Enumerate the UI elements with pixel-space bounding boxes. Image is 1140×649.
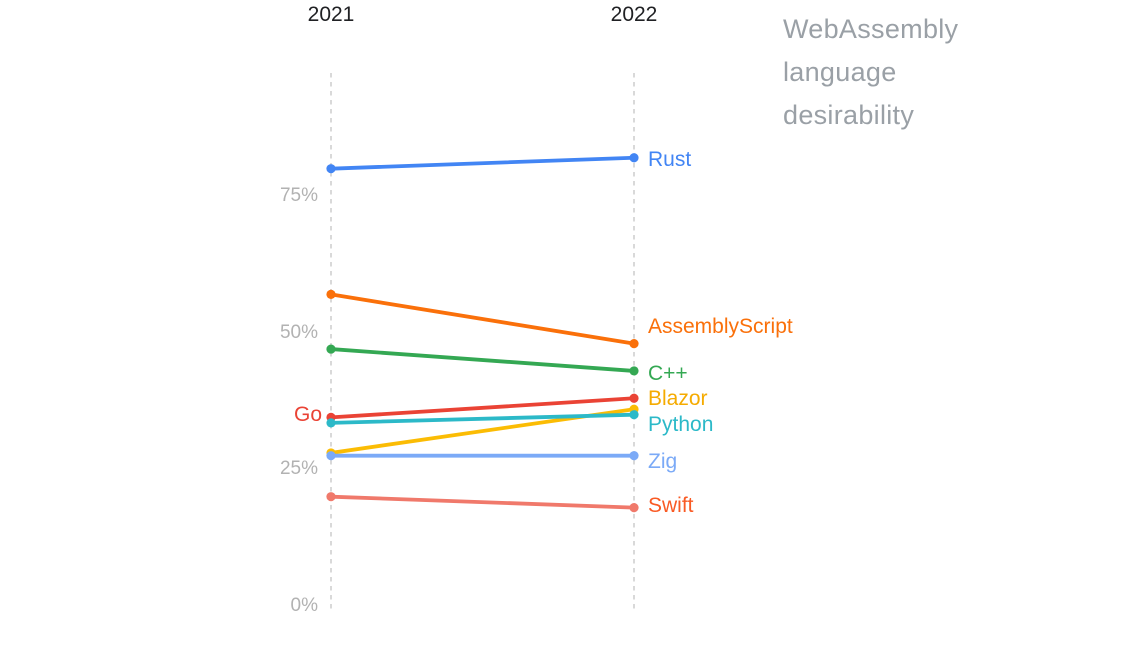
- point-assemblyscript-2022: [629, 339, 639, 349]
- point-python-2021: [326, 418, 336, 428]
- y-tick-25: 25%: [279, 458, 318, 480]
- series-line-rust: [329, 155, 636, 171]
- y-tick-75: 75%: [279, 185, 318, 206]
- series-line-python: [329, 412, 636, 425]
- chart-title: WebAssembly language desirability: [783, 14, 959, 130]
- column-header-2022: 2022: [610, 3, 658, 26]
- point-go-2022: [629, 393, 639, 403]
- series-label-blazor: Blazor: [648, 387, 708, 411]
- series-line-swift: [329, 494, 636, 510]
- series-label-zig: Zig: [648, 449, 678, 473]
- point-c-2022: [629, 366, 639, 376]
- point-rust-2021: [326, 164, 336, 174]
- column-header-2021: 2021: [307, 3, 355, 26]
- point-python-2022: [629, 410, 639, 420]
- y-tick-50: 50%: [279, 321, 318, 343]
- point-assemblyscript-2021: [326, 289, 336, 299]
- point-swift-2021: [326, 492, 336, 502]
- series-label-rust: Rust: [648, 147, 692, 171]
- point-c-2021: [326, 344, 336, 354]
- point-zig-2021: [326, 451, 336, 461]
- series-line-assemblyscript: [329, 292, 636, 346]
- series-line-c: [329, 347, 636, 373]
- point-zig-2022: [629, 451, 639, 461]
- series-label-assemblyscript: AssemblyScript: [648, 314, 793, 338]
- series-label-swift: Swift: [648, 493, 694, 517]
- y-tick-0: 0%: [290, 595, 318, 616]
- series-label-c: C++: [648, 361, 688, 385]
- point-rust-2022: [629, 153, 639, 163]
- point-swift-2022: [629, 503, 639, 513]
- series-label-go: Go: [293, 403, 322, 427]
- series-label-python: Python: [648, 412, 714, 436]
- series-line-go: [329, 396, 636, 420]
